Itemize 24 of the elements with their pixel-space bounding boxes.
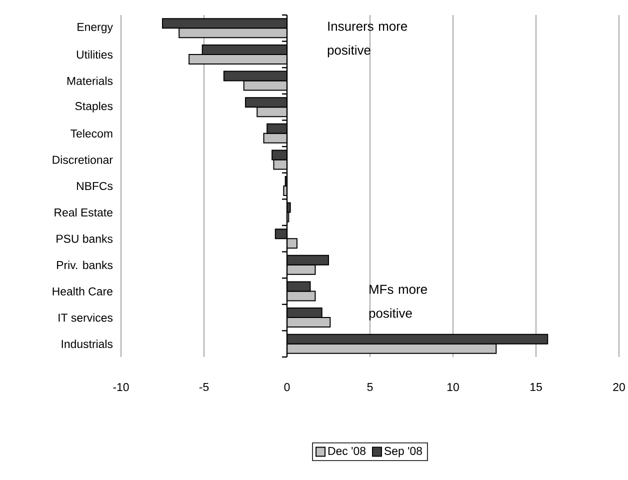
legend-label: Dec '08 — [328, 446, 366, 455]
annotation: MFs more positive — [369, 284, 427, 320]
y-tick-label: Discretionar — [52, 155, 113, 164]
y-tick-label: Energy — [78, 23, 113, 34]
y-tick-label: IT services — [58, 313, 113, 322]
x-tick-label: -5 — [199, 383, 209, 392]
x-tick-label: 20 — [613, 383, 625, 392]
x-tick-label: 15 — [530, 383, 542, 392]
y-tick-label: PSU banks — [56, 234, 113, 243]
y-tick-label: Real Estate — [54, 208, 112, 217]
y-tick-label: Materials — [67, 76, 113, 85]
y-tick-label: Health Care — [52, 287, 112, 296]
x-tick-label: -10 — [113, 383, 129, 392]
y-tick-label: Priv. banks — [57, 260, 113, 270]
x-tick-label: 0 — [284, 383, 290, 392]
y-tick-label: Utilities — [76, 50, 113, 59]
y-tick-label: Industrials — [62, 340, 113, 348]
x-tick-label: 5 — [367, 383, 373, 392]
y-tick-label: NBFCs — [77, 182, 113, 190]
legend-label: Sep '08 — [384, 446, 422, 458]
x-tick-label: 10 — [448, 383, 459, 392]
annotation: Insurers more positive — [328, 22, 408, 58]
y-tick-label: Telecom — [70, 129, 112, 138]
y-tick-label: Staples — [75, 102, 113, 112]
